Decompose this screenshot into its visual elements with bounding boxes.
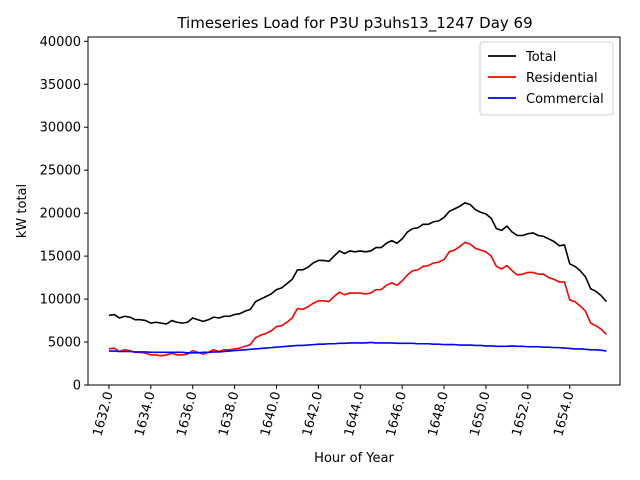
x-tick-label: 1644.0 bbox=[342, 390, 368, 438]
x-axis-label: Hour of Year bbox=[314, 451, 394, 466]
x-tick-label: 1632.0 bbox=[91, 390, 117, 438]
y-tick-label: 30000 bbox=[40, 121, 81, 136]
plot-area bbox=[87, 36, 621, 386]
legend-label-residential: Residential bbox=[526, 71, 598, 86]
y-tick-label: 10000 bbox=[40, 293, 81, 308]
y-axis-label: kW total bbox=[15, 184, 30, 238]
y-tick-label: 35000 bbox=[40, 78, 81, 93]
x-tick-label: 1640.0 bbox=[258, 390, 284, 438]
series-line-total bbox=[108, 202, 607, 325]
x-tick-label: 1638.0 bbox=[216, 390, 242, 438]
y-tick-label: 40000 bbox=[40, 35, 81, 50]
x-axis: 1632.0 1634.0 1636.0 1638.0 1640.0 1642.0 1644… bbox=[91, 385, 578, 438]
y-tick-label: 15000 bbox=[40, 250, 81, 265]
y-axis: 0 5000 10000 15000 20000 25000 30000 35000 40000 bbox=[40, 35, 88, 394]
y-tick-label: 0 bbox=[73, 379, 81, 394]
x-tick-label: 1634.0 bbox=[132, 390, 158, 438]
x-tick-label: 1642.0 bbox=[300, 390, 326, 438]
series-line-residential bbox=[108, 241, 607, 357]
x-tick-label: 1654.0 bbox=[551, 390, 577, 438]
x-tick-label: 1652.0 bbox=[509, 390, 535, 438]
x-tick-label: 1636.0 bbox=[174, 390, 200, 438]
x-tick-label: 1646.0 bbox=[384, 390, 410, 438]
legend-box bbox=[479, 41, 614, 116]
y-tick-label: 5000 bbox=[48, 336, 81, 351]
chart-title: Timeseries Load for P3U p3uhs13_1247 Day… bbox=[176, 14, 532, 33]
legend: Total Residential Commercial bbox=[479, 41, 614, 116]
y-tick-label: 25000 bbox=[40, 164, 81, 179]
series-lines bbox=[108, 202, 607, 357]
x-tick-label: 1648.0 bbox=[426, 390, 452, 438]
x-tick-label: 1650.0 bbox=[468, 390, 494, 438]
legend-label-total: Total bbox=[525, 50, 556, 65]
legend-label-commercial: Commercial bbox=[526, 92, 604, 107]
y-tick-label: 20000 bbox=[40, 207, 81, 222]
series-line-commercial bbox=[108, 341, 607, 354]
